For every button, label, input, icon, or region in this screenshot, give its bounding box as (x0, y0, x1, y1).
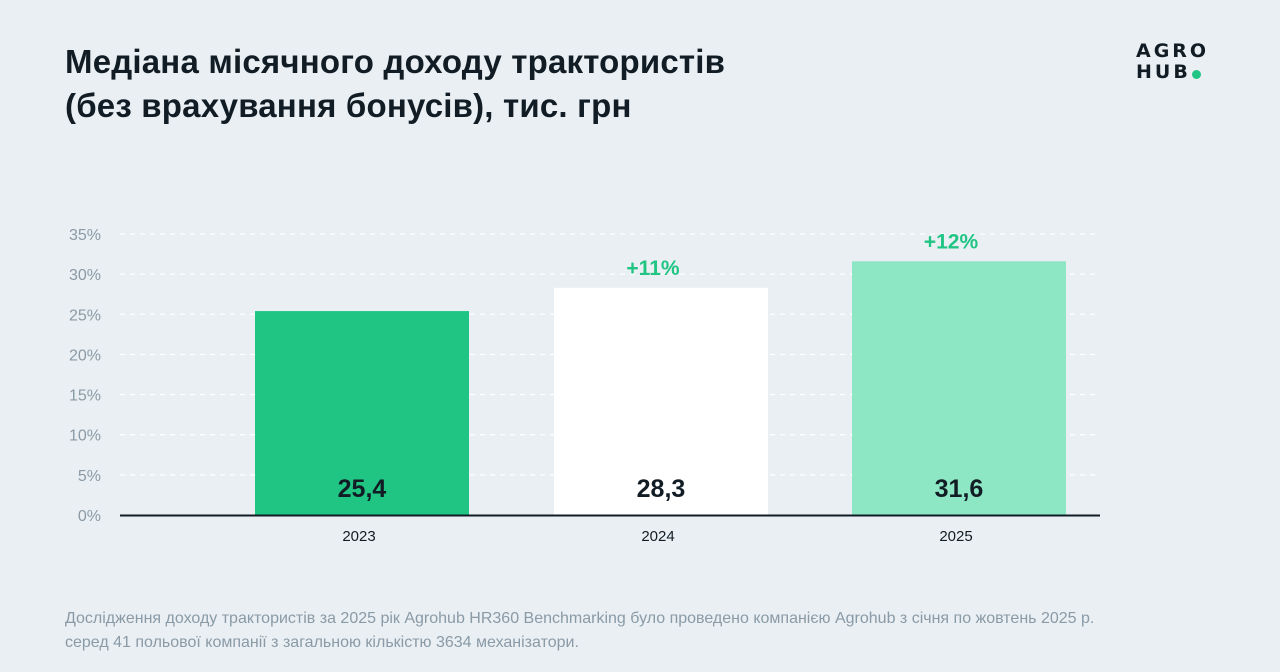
bar (255, 311, 469, 515)
bar (554, 287, 768, 515)
agrohub-logo: AGRO HUB (1136, 41, 1209, 83)
footnote-line-2: серед 41 польової компанії з загальною к… (65, 634, 579, 651)
x-tick-label: 2024 (641, 528, 674, 545)
y-tick-label: 15% (69, 388, 101, 405)
y-tick-label: 20% (69, 347, 101, 364)
bar-value-label: 25,4 (338, 475, 387, 503)
y-tick-label: 30% (69, 267, 101, 284)
y-tick-label: 0% (78, 508, 101, 525)
growth-label: +11% (626, 257, 679, 280)
footnote: Дослідження доходу трактористів за 2025 … (65, 607, 1094, 655)
footnote-line-1: Дослідження доходу трактористів за 2025 … (65, 610, 1095, 627)
chart-title-line-2: (без врахування бонусів), тис. грн (65, 87, 632, 124)
chart-title: Медіана місячного доходу трактористів (б… (65, 40, 725, 128)
bar (852, 261, 1066, 515)
y-tick-label: 10% (69, 428, 101, 445)
x-tick-label: 2023 (342, 528, 375, 545)
x-tick-label: 2025 (939, 528, 972, 545)
y-tick-label: 35% (69, 227, 101, 244)
logo-line-2: HUB (1136, 61, 1191, 83)
logo-line-1: AGRO (1136, 40, 1210, 62)
y-tick-label: 5% (78, 468, 101, 485)
chart-title-line-1: Медіана місячного доходу трактористів (65, 43, 726, 80)
bar-value-label: 31,6 (935, 475, 984, 503)
logo-dot-icon (1191, 70, 1201, 79)
bar-value-label: 28,3 (637, 475, 686, 503)
growth-label: +12% (924, 230, 979, 253)
y-tick-label: 25% (69, 307, 101, 324)
